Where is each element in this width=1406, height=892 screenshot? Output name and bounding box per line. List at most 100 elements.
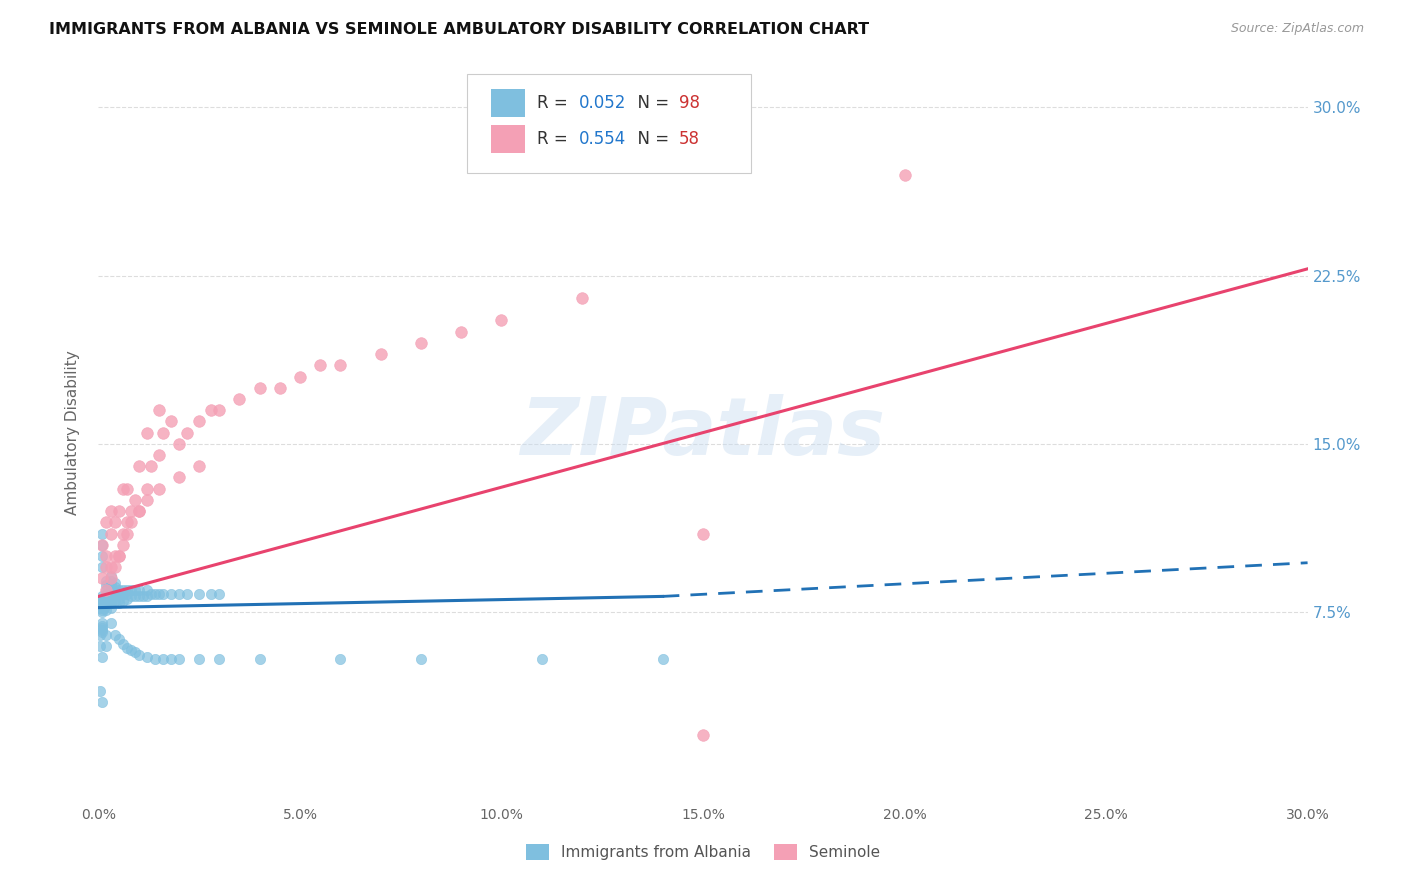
- Point: [176, 587, 198, 601]
- Point: [269, 381, 291, 395]
- Text: ZIPatlas: ZIPatlas: [520, 393, 886, 472]
- Point: [228, 392, 250, 406]
- Point: [409, 335, 432, 350]
- Point: [111, 526, 134, 541]
- Point: [152, 425, 174, 440]
- Point: [107, 591, 129, 606]
- Point: [188, 414, 211, 428]
- Point: [96, 574, 118, 588]
- Point: [148, 482, 170, 496]
- Point: [100, 569, 122, 583]
- Point: [107, 549, 129, 563]
- Point: [249, 652, 271, 666]
- Point: [100, 600, 122, 615]
- Point: [167, 437, 190, 451]
- Point: [409, 652, 432, 666]
- Point: [96, 627, 118, 641]
- Point: [249, 381, 271, 395]
- Point: [96, 587, 118, 601]
- Point: [167, 587, 190, 601]
- Point: [132, 590, 155, 604]
- Point: [91, 538, 114, 552]
- Point: [530, 652, 553, 666]
- Point: [107, 549, 129, 563]
- Text: 58: 58: [679, 129, 700, 148]
- Point: [176, 425, 198, 440]
- Point: [111, 482, 134, 496]
- Text: IMMIGRANTS FROM ALBANIA VS SEMINOLE AMBULATORY DISABILITY CORRELATION CHART: IMMIGRANTS FROM ALBANIA VS SEMINOLE AMBU…: [49, 22, 869, 37]
- FancyBboxPatch shape: [492, 89, 526, 117]
- Point: [103, 549, 125, 563]
- Point: [139, 587, 162, 601]
- Point: [120, 643, 142, 657]
- Text: R =: R =: [537, 95, 574, 112]
- Point: [135, 482, 157, 496]
- Point: [91, 650, 114, 665]
- Point: [111, 587, 134, 601]
- Point: [329, 652, 352, 666]
- Point: [103, 581, 125, 595]
- Point: [152, 652, 174, 666]
- Point: [100, 616, 122, 631]
- Point: [692, 526, 714, 541]
- Point: [100, 596, 122, 610]
- Point: [91, 618, 114, 632]
- Point: [111, 538, 134, 552]
- Point: [288, 369, 311, 384]
- Point: [91, 621, 114, 635]
- Point: [89, 627, 111, 641]
- Point: [167, 652, 190, 666]
- Point: [100, 504, 122, 518]
- Text: N =: N =: [627, 95, 675, 112]
- Point: [91, 623, 114, 637]
- Point: [89, 683, 111, 698]
- Point: [128, 504, 150, 518]
- Point: [370, 347, 392, 361]
- Point: [91, 538, 114, 552]
- Point: [148, 403, 170, 417]
- FancyBboxPatch shape: [467, 73, 751, 173]
- Point: [96, 594, 118, 608]
- Point: [111, 582, 134, 597]
- Text: R =: R =: [537, 129, 574, 148]
- Point: [96, 603, 118, 617]
- Point: [208, 652, 231, 666]
- Legend: Immigrants from Albania, Seminole: Immigrants from Albania, Seminole: [520, 838, 886, 866]
- Point: [152, 587, 174, 601]
- Point: [120, 516, 142, 530]
- Point: [124, 645, 146, 659]
- Point: [91, 605, 114, 619]
- Point: [692, 729, 714, 743]
- Point: [97, 594, 120, 608]
- Point: [148, 587, 170, 601]
- Point: [100, 582, 122, 597]
- Point: [491, 313, 513, 327]
- Point: [200, 587, 222, 601]
- Point: [329, 359, 352, 373]
- Point: [107, 582, 129, 597]
- Point: [93, 600, 115, 615]
- Point: [100, 571, 122, 585]
- Point: [115, 516, 138, 530]
- Point: [188, 652, 211, 666]
- Point: [139, 459, 162, 474]
- Point: [103, 594, 125, 608]
- Point: [91, 549, 114, 563]
- Point: [103, 627, 125, 641]
- Point: [91, 695, 114, 709]
- Point: [96, 599, 118, 613]
- Point: [91, 526, 114, 541]
- Point: [103, 585, 125, 599]
- Point: [135, 590, 157, 604]
- Point: [96, 591, 118, 606]
- Point: [103, 576, 125, 591]
- Point: [100, 560, 122, 574]
- Point: [128, 582, 150, 597]
- Point: [91, 625, 114, 640]
- Text: 0.554: 0.554: [578, 129, 626, 148]
- Point: [135, 582, 157, 597]
- Point: [893, 168, 915, 182]
- Point: [91, 594, 114, 608]
- Text: N =: N =: [627, 129, 675, 148]
- Point: [91, 603, 114, 617]
